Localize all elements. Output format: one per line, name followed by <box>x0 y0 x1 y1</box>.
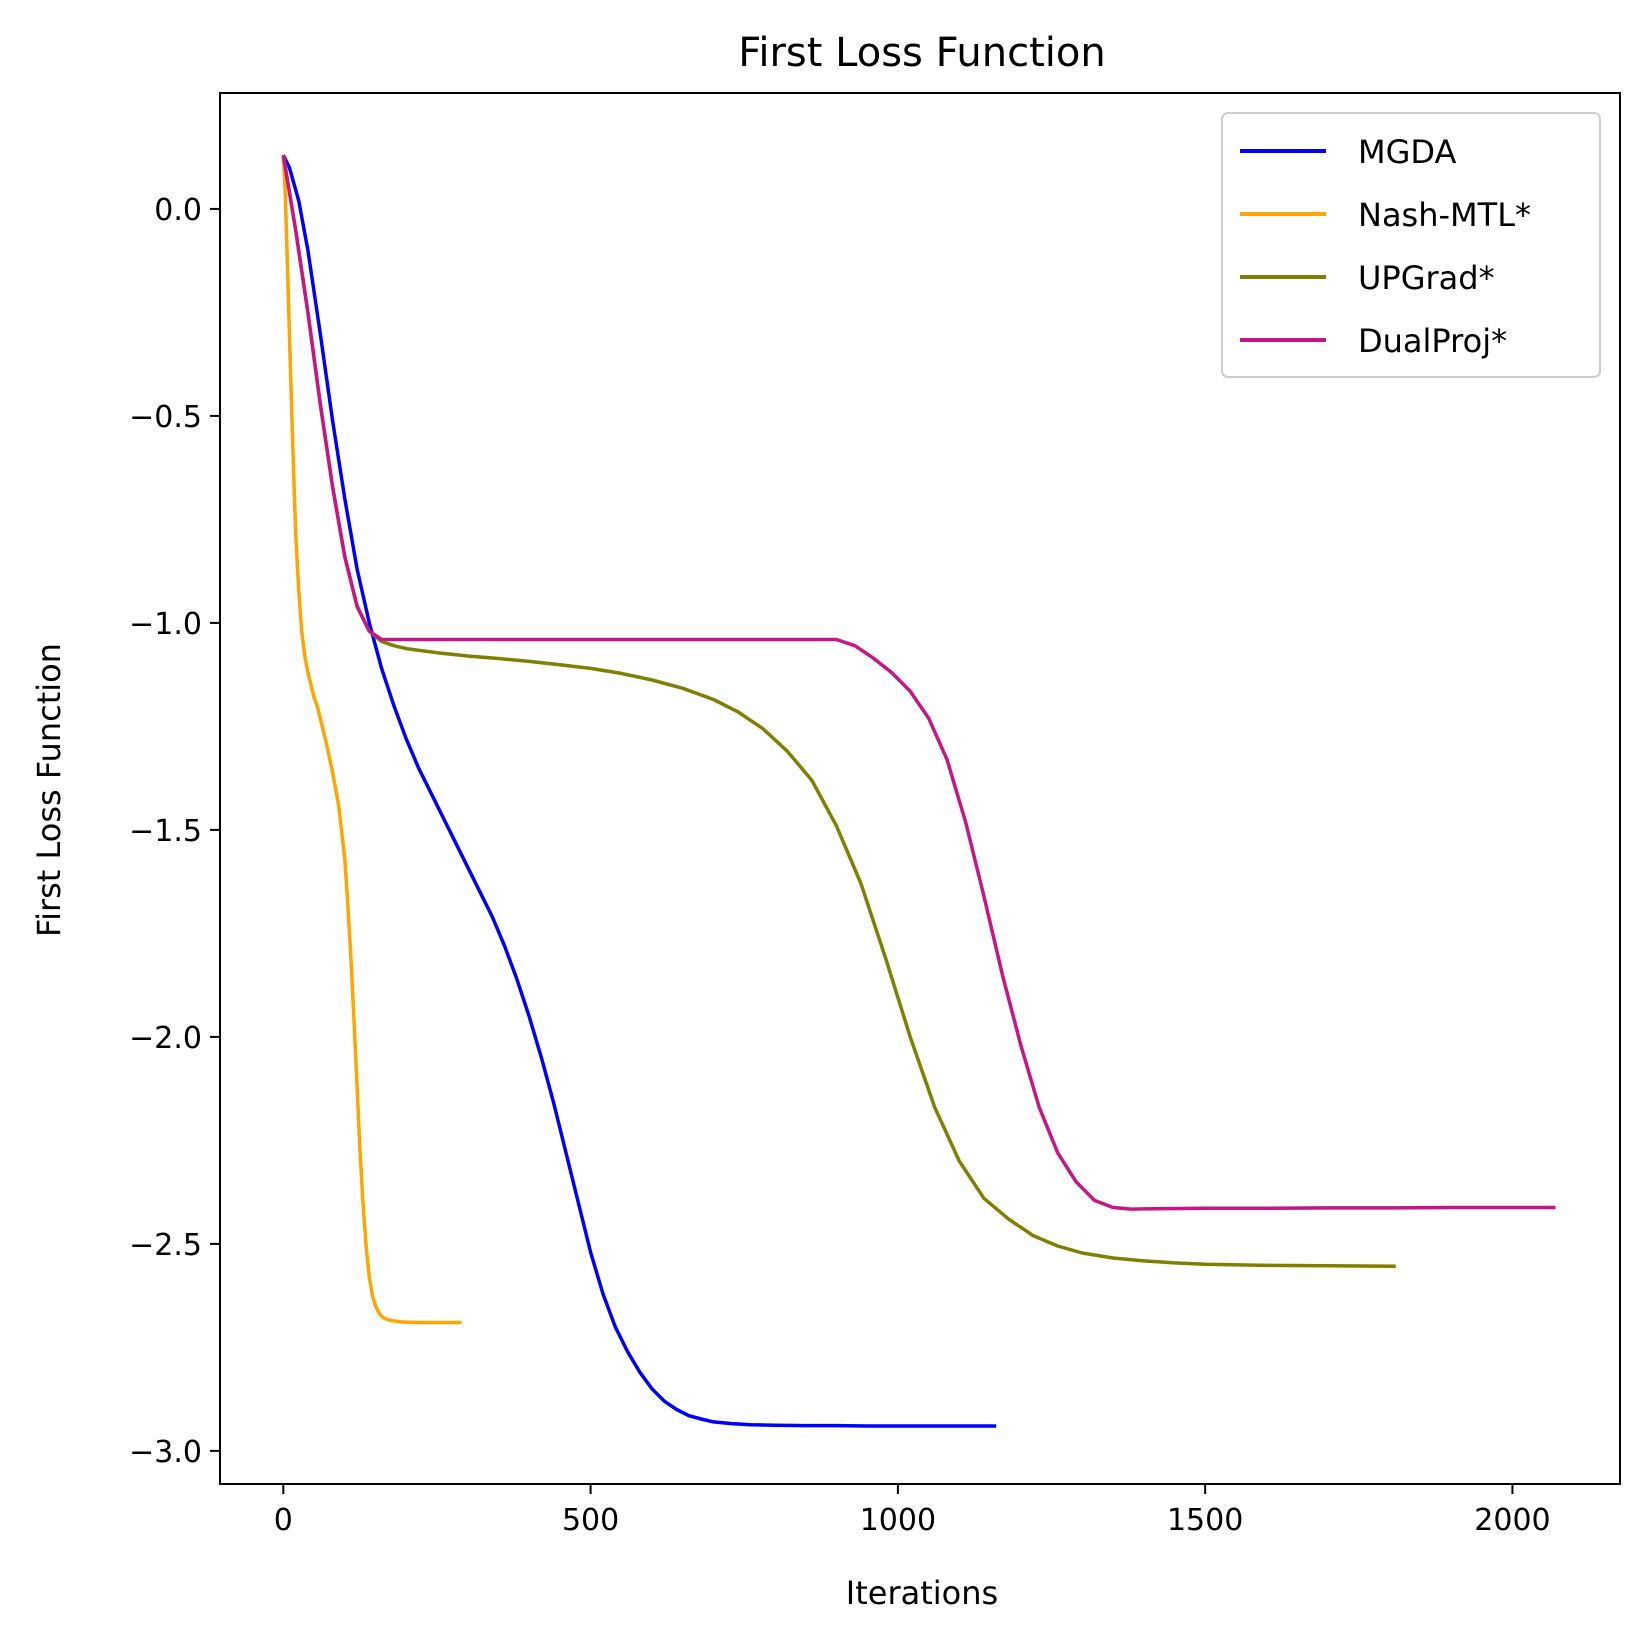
y-tick-label: −3.0 <box>129 1435 202 1470</box>
x-tick-label: 2000 <box>1474 1503 1550 1538</box>
legend: MGDA Nash-MTL* UPGrad* DualProj* <box>1221 112 1601 378</box>
plot-area-frame <box>219 92 1621 1485</box>
y-tick-label: −1.0 <box>129 607 202 642</box>
legend-label: Nash-MTL* <box>1358 196 1531 234</box>
x-tick-label: 1000 <box>860 1503 936 1538</box>
legend-item: UPGrad* <box>1240 259 1495 297</box>
y-tick-label: −2.0 <box>129 1021 202 1056</box>
legend-box <box>1221 112 1601 378</box>
series-line-mgda <box>281 154 997 1428</box>
legend-label: DualProj* <box>1358 322 1507 360</box>
x-tick-label: 0 <box>274 1503 293 1538</box>
legend-item: Nash-MTL* <box>1240 196 1531 234</box>
legend-label: MGDA <box>1358 133 1456 171</box>
series-layer <box>281 154 1556 1428</box>
x-tick-label: 1500 <box>1167 1503 1243 1538</box>
x-axis-label: Iterations <box>846 1574 998 1612</box>
series-line-dualproj <box>281 154 1556 1211</box>
x-axis-ticks: 0 500 1000 1500 2000 <box>274 1484 1551 1538</box>
y-axis-ticks: 0.0 −0.5 −1.0 −1.5 −2.0 −2.5 −3.0 <box>129 193 220 1470</box>
y-axis-label: First Loss Function <box>30 643 68 937</box>
y-tick-label: −2.5 <box>129 1228 202 1263</box>
chart-title: First Loss Function <box>738 30 1105 76</box>
legend-item: MGDA <box>1240 133 1456 171</box>
legend-label: UPGrad* <box>1358 259 1495 297</box>
legend-items: MGDA Nash-MTL* UPGrad* DualProj* <box>1240 133 1531 360</box>
legend-item: DualProj* <box>1240 322 1507 360</box>
x-tick-label: 500 <box>562 1503 619 1538</box>
series-line-nash-mtl <box>281 155 462 1325</box>
y-tick-label: 0.0 <box>154 193 202 228</box>
y-tick-label: −1.5 <box>129 814 202 849</box>
y-tick-label: −0.5 <box>129 400 202 435</box>
